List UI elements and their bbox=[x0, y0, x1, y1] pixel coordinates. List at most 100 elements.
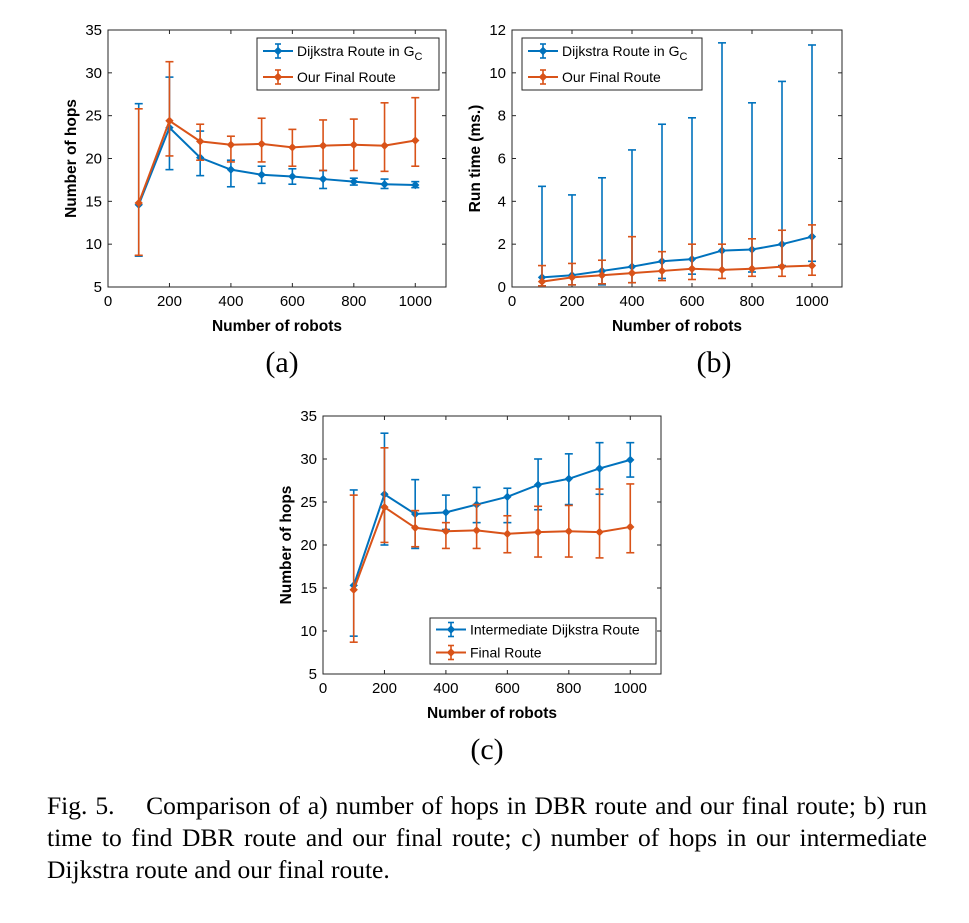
data-point bbox=[226, 140, 236, 149]
x-tick-label: 200 bbox=[559, 293, 584, 310]
y-tick-label: 35 bbox=[85, 22, 102, 39]
x-tick-label: 1000 bbox=[795, 293, 828, 310]
data-point bbox=[626, 455, 635, 465]
legend-entry: Dijkstra Route in GC bbox=[562, 43, 687, 63]
x-tick-label: 1000 bbox=[399, 293, 432, 310]
data-point bbox=[349, 177, 358, 186]
data-point bbox=[411, 523, 420, 532]
legend-box bbox=[521, 37, 703, 91]
legend-marker bbox=[538, 46, 548, 56]
y-tick-label: 8 bbox=[498, 108, 506, 125]
x-tick-label: 0 bbox=[319, 680, 327, 697]
legend: Intermediate Dijkstra Route Final Route bbox=[429, 617, 657, 665]
legend-entry: Final Route bbox=[470, 645, 542, 661]
data-point bbox=[257, 139, 266, 149]
legend-entry-subscript: C bbox=[414, 51, 422, 63]
y-tick-label: 12 bbox=[489, 22, 506, 39]
legend-entry: Our Final Route bbox=[562, 69, 661, 85]
x-tick-label: 200 bbox=[372, 680, 397, 697]
x-axis-title: Number of robots bbox=[212, 318, 342, 335]
legend-marker bbox=[446, 625, 456, 634]
caption-prefix: Fig. 5. bbox=[47, 791, 115, 820]
data-point bbox=[288, 172, 297, 181]
data-point bbox=[349, 140, 358, 149]
y-tick-label: 5 bbox=[94, 279, 102, 296]
legend: Dijkstra Route in GC Our Final Route bbox=[256, 37, 440, 91]
y-tick-label: 35 bbox=[300, 408, 317, 425]
legend-entry: Intermediate Dijkstra Route bbox=[470, 622, 640, 638]
panel-label-a: (a) bbox=[265, 346, 299, 379]
series-line bbox=[541, 235, 813, 279]
y-tick-label: 10 bbox=[489, 65, 506, 82]
chart-b: 0 200 400 600 800 1000 0 2 4 6 8 10 12 Number of robo… bbox=[467, 22, 843, 335]
data-point bbox=[717, 265, 727, 275]
data-point bbox=[349, 585, 358, 594]
x-axis-title: Number of robots bbox=[612, 318, 742, 335]
series-2 bbox=[537, 224, 817, 287]
panel-label-b: (b) bbox=[696, 346, 732, 379]
data-point bbox=[257, 170, 266, 179]
data-point bbox=[595, 527, 604, 537]
data-point bbox=[411, 136, 420, 145]
series-line bbox=[137, 119, 416, 204]
y-tick-label: 10 bbox=[300, 623, 317, 640]
x-tick-label: 1000 bbox=[614, 680, 647, 697]
legend-entry: Our Final Route bbox=[297, 69, 396, 85]
data-point bbox=[472, 526, 481, 535]
legend-marker bbox=[446, 648, 456, 657]
data-point bbox=[597, 271, 607, 280]
series-line bbox=[137, 125, 416, 206]
legend-box bbox=[256, 37, 440, 91]
x-tick-label: 400 bbox=[218, 293, 243, 310]
y-axis-title: Run time (ms.) bbox=[467, 105, 484, 213]
series-2 bbox=[134, 60, 420, 257]
chart-a: 0 200 400 600 800 1000 5 10 15 20 25 30 35 Number of … bbox=[63, 22, 447, 335]
data-point bbox=[441, 508, 451, 517]
y-tick-label: 0 bbox=[498, 279, 506, 296]
data-point bbox=[503, 529, 512, 538]
y-tick-label: 15 bbox=[85, 193, 102, 210]
series-line bbox=[352, 505, 631, 591]
x-tick-label: 400 bbox=[433, 680, 458, 697]
x-tick-label: 0 bbox=[508, 293, 516, 310]
y-tick-label: 10 bbox=[85, 236, 102, 253]
data-point bbox=[380, 180, 389, 189]
data-point bbox=[533, 527, 543, 537]
x-axis-title: Number of robots bbox=[427, 705, 557, 722]
data-point bbox=[567, 273, 577, 282]
x-tick-label: 200 bbox=[157, 293, 182, 310]
legend-box bbox=[429, 617, 657, 665]
series-line bbox=[352, 458, 631, 586]
y-tick-label: 25 bbox=[300, 494, 317, 511]
data-point bbox=[288, 143, 297, 152]
data-point bbox=[657, 266, 667, 276]
data-point bbox=[196, 137, 205, 146]
data-point bbox=[380, 141, 389, 150]
caption-text: Comparison of a) number of hops in DBR r… bbox=[47, 791, 928, 884]
y-tick-label: 6 bbox=[498, 151, 506, 168]
x-tick-label: 800 bbox=[556, 680, 581, 697]
data-point bbox=[564, 474, 573, 483]
data-point bbox=[318, 141, 328, 150]
y-tick-label: 30 bbox=[85, 65, 102, 82]
data-point bbox=[533, 480, 543, 489]
data-point bbox=[595, 464, 604, 473]
y-tick-label: 2 bbox=[498, 236, 506, 253]
data-point bbox=[627, 268, 637, 278]
legend-entry-subscript: C bbox=[679, 51, 687, 63]
x-tick-label: 600 bbox=[280, 293, 305, 310]
legend-marker bbox=[273, 72, 283, 82]
figure-caption: Fig. 5. Comparison of a) number of hops … bbox=[47, 790, 927, 886]
data-point bbox=[564, 527, 573, 536]
panel-label-c: (c) bbox=[470, 733, 504, 766]
data-point bbox=[380, 502, 389, 512]
data-point bbox=[777, 262, 787, 271]
y-axis-title: Number of hops bbox=[63, 99, 80, 218]
data-point bbox=[441, 527, 451, 536]
legend-marker bbox=[273, 46, 283, 56]
data-point bbox=[747, 264, 757, 273]
y-tick-label: 20 bbox=[300, 537, 317, 554]
x-tick-label: 800 bbox=[739, 293, 764, 310]
data-point bbox=[503, 492, 512, 502]
